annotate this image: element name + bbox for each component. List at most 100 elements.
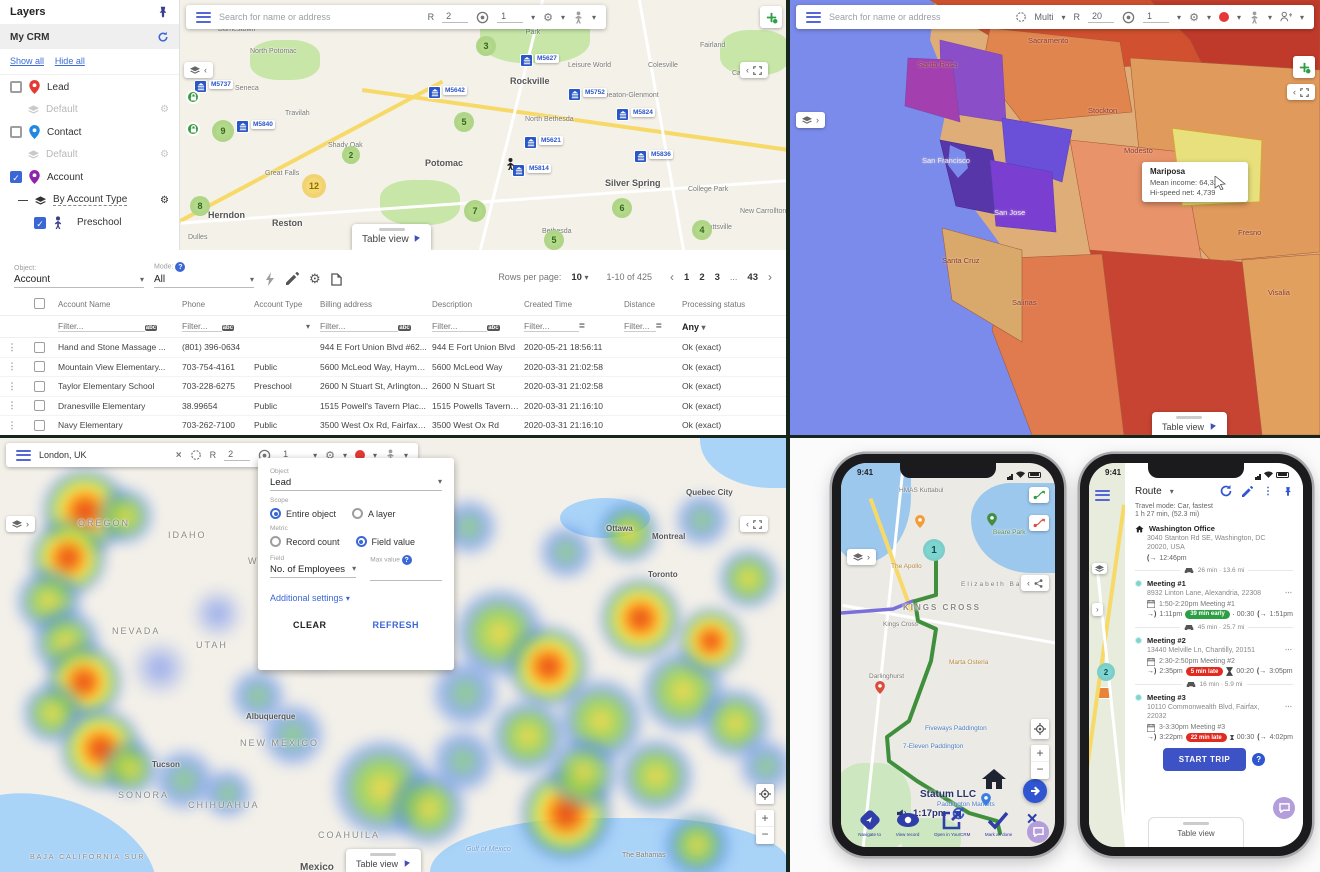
my-location-button[interactable] <box>756 784 774 804</box>
search-input[interactable]: London, UK <box>39 450 87 460</box>
menu-icon[interactable] <box>1095 487 1110 503</box>
pin-icon[interactable] <box>1283 486 1293 497</box>
table-row[interactable]: ⋮ Mountain View Elementary... 703-754-4161… <box>0 357 786 377</box>
more-options-icon[interactable]: ⋯ <box>1285 646 1293 654</box>
account-checkbox[interactable]: ✓ <box>10 171 22 183</box>
row-menu-icon[interactable]: ⋮ <box>7 361 17 372</box>
go-button[interactable] <box>1023 779 1047 803</box>
page-43[interactable]: 43 <box>747 271 758 283</box>
pin-icon[interactable] <box>157 6 169 18</box>
chevron-down-icon[interactable]: ▾ <box>139 275 144 284</box>
drag-handle[interactable] <box>370 853 397 856</box>
account-marker[interactable]: M5752 <box>568 88 607 101</box>
expand-pill[interactable]: › <box>1092 603 1103 616</box>
comparator-icon[interactable]: = <box>579 321 585 332</box>
chevron-down-icon[interactable]: ▾ <box>531 12 536 22</box>
choropleth-map[interactable] <box>790 0 1320 435</box>
clear-search-icon[interactable]: × <box>175 449 182 461</box>
col-account-type[interactable]: Account Type <box>254 300 303 309</box>
page-1[interactable]: 1 <box>684 271 690 283</box>
zoom-in-button[interactable]: + <box>1031 745 1049 762</box>
edit-icon[interactable] <box>286 272 299 285</box>
zoom-out-button[interactable]: − <box>761 827 769 841</box>
pin-icon[interactable]: ▼ <box>1204 420 1219 435</box>
add-record-button[interactable] <box>760 6 782 28</box>
page-3[interactable]: 3 <box>714 271 720 283</box>
collapse-left-icon[interactable]: ‹ <box>204 65 207 75</box>
map-cluster[interactable]: 7 <box>464 200 486 222</box>
row-menu-icon[interactable]: ⋮ <box>7 380 17 391</box>
chat-bubble-button[interactable] <box>1027 821 1049 843</box>
map-cluster[interactable]: 9 <box>212 120 234 142</box>
account-marker[interactable]: M5840 <box>236 120 275 133</box>
filter-account-name[interactable] <box>58 321 145 332</box>
refresh-icon[interactable] <box>952 807 965 820</box>
menu-icon[interactable] <box>806 9 821 25</box>
text-filter-icon[interactable]: abc <box>221 325 234 331</box>
view-record-action[interactable]: View record <box>896 809 920 837</box>
pegman-dropdown[interactable] <box>385 448 396 462</box>
more-options-icon[interactable]: ⋯ <box>1285 704 1293 711</box>
layers-toggle-pill[interactable]: ‹ <box>184 62 213 78</box>
export-file-icon[interactable] <box>330 273 342 286</box>
layer-row-lead-default[interactable]: Default ⚙ <box>0 99 179 120</box>
refresh-icon[interactable] <box>1220 485 1232 497</box>
expand-right-icon[interactable]: › <box>816 115 819 125</box>
meeting-title[interactable]: Meeting #1 <box>1135 579 1293 588</box>
layers-toggle-pill[interactable]: › <box>796 112 825 128</box>
col-description[interactable]: Description <box>432 300 473 309</box>
target-icon[interactable] <box>1122 11 1135 24</box>
color-swatch-dropdown[interactable] <box>354 450 365 460</box>
help-icon[interactable]: ? <box>175 262 186 272</box>
layers-toggle-pill[interactable]: › <box>847 549 876 565</box>
lead-checkbox[interactable] <box>10 81 22 93</box>
more-options-icon[interactable]: ⋯ <box>1285 589 1293 597</box>
collapse-expand-pill[interactable]: ‹ <box>740 62 768 78</box>
table-view-button[interactable]: Table view ▼ <box>1152 412 1227 435</box>
page-2[interactable]: 2 <box>699 271 705 283</box>
filter-billing[interactable] <box>320 321 399 332</box>
person-marker-icon[interactable] <box>506 158 515 170</box>
zoom-out-button[interactable]: − <box>1036 762 1044 776</box>
route-selector[interactable]: Route <box>1135 485 1162 497</box>
filter-distance[interactable] <box>624 321 656 332</box>
table-row[interactable]: ⋮ Dranesville Elementary 38.99654 Public 151… <box>0 396 786 416</box>
edit-icon[interactable] <box>1242 485 1253 497</box>
text-filter-icon[interactable]: abc <box>144 325 158 331</box>
field-select[interactable]: No. of Employees ▾ <box>270 564 357 578</box>
map-cluster[interactable]: 5 <box>454 112 474 132</box>
chevron-down-icon[interactable]: ▾ <box>560 12 565 22</box>
expand-right-icon[interactable]: › <box>867 552 870 562</box>
contact-checkbox[interactable] <box>10 126 22 138</box>
chevron-down-icon[interactable]: ▾ <box>313 450 318 460</box>
zoom-level-select[interactable]: 1 <box>497 11 524 23</box>
menu-icon[interactable] <box>196 9 211 25</box>
drag-handle[interactable] <box>1176 416 1203 419</box>
collapse-minus-icon[interactable]: — <box>18 194 28 206</box>
chevron-down-icon[interactable]: ▾ <box>1061 12 1066 22</box>
metric-record-count-radio[interactable]: Record count <box>270 536 340 547</box>
collapse-expand-pill[interactable]: ‹ <box>740 516 768 532</box>
chevron-down-icon[interactable]: ▾ <box>1177 12 1182 22</box>
add-record-button[interactable] <box>1293 56 1315 78</box>
text-filter-icon[interactable]: abc <box>398 325 411 331</box>
table-view-button[interactable]: Table view <box>1148 817 1244 847</box>
search-input[interactable]: Search for name or address <box>219 12 331 22</box>
drag-handle[interactable] <box>1183 822 1209 825</box>
additional-settings-toggle[interactable]: Additional settings ▾ <box>270 593 350 603</box>
layer-row-account-type[interactable]: — By Account Type ⚙ <box>0 189 179 211</box>
prev-page-button[interactable]: ‹ <box>670 270 675 284</box>
region[interactable] <box>989 159 1057 233</box>
layer-row-account[interactable]: ✓ Account <box>0 165 179 189</box>
start-trip-button[interactable]: START TRIP <box>1162 748 1247 771</box>
row-checkbox[interactable] <box>34 400 45 412</box>
refresh-icon[interactable] <box>157 31 169 43</box>
menu-icon[interactable] <box>16 447 31 463</box>
col-billing-address[interactable]: Billing address <box>320 300 373 309</box>
map-cluster[interactable]: 2 <box>342 146 360 164</box>
col-phone[interactable]: Phone <box>182 300 206 309</box>
metric-field-value-radio[interactable]: Field value <box>355 536 415 547</box>
map-style-dropdown[interactable]: ⚙ <box>1189 11 1199 24</box>
object-select[interactable]: Object: Account ▾ <box>14 265 144 288</box>
map-cluster[interactable]: 3 <box>476 36 496 56</box>
